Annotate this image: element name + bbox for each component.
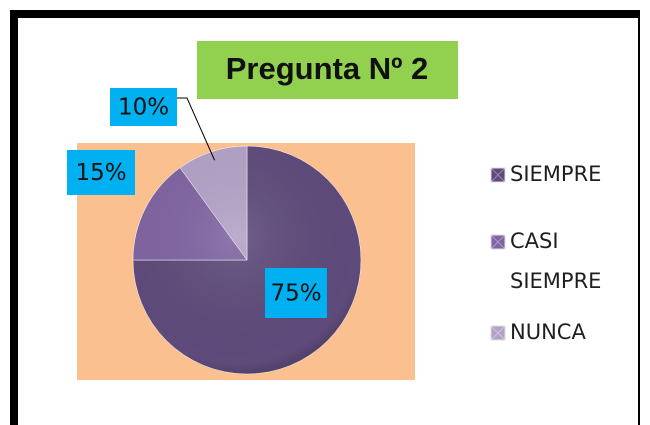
data-label: 10% [118,95,169,121]
frame-left [10,10,18,425]
frame-right [638,10,640,425]
data-label-box [110,88,177,126]
frame-top [10,10,640,18]
data-label-box [265,268,327,318]
data-labels: 75% 15% 10% [67,88,327,318]
legend-entry: NUNCA [510,320,586,344]
chart-title: Pregunta Nº 2 [226,51,429,86]
data-label: 15% [75,160,126,186]
data-label-box [67,150,135,195]
legend-label: CASI SIEMPRE [510,229,602,293]
legend-swatch-bevel [490,234,506,250]
legend-entry: SIEMPRE [510,162,602,186]
legend-swatch [490,234,506,250]
legend-swatch-bevel [490,325,506,341]
legend-entry: CASI SIEMPRE [510,229,602,293]
legend-swatch-bevel [490,167,506,183]
legend-swatch [490,167,506,183]
pie [132,145,362,375]
data-label: 75% [270,281,321,307]
title-box [197,41,458,99]
legend-label: NUNCA [510,320,586,344]
legend: SIEMPRE CASI SIEMPRE NUNCA [490,162,602,344]
leader-line [177,97,216,161]
legend-swatch [490,325,506,341]
legend-label: SIEMPRE [510,162,602,186]
